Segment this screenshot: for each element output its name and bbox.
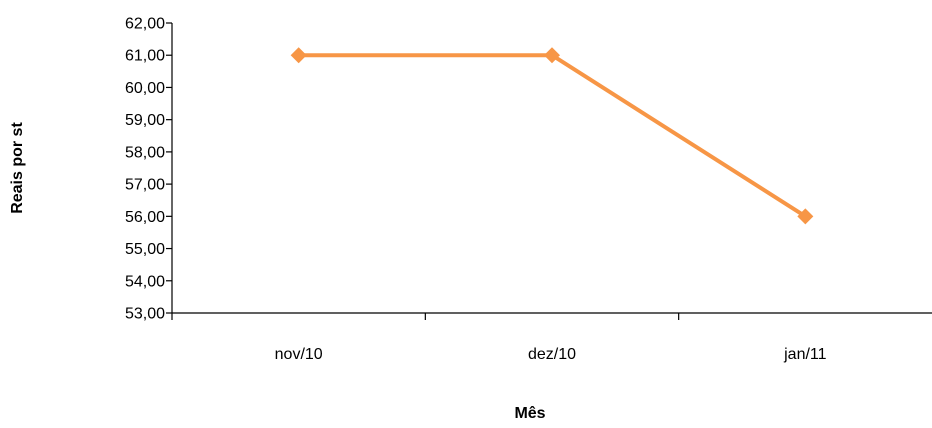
y-tick-label: 56,00: [125, 209, 165, 226]
y-tick-label: 53,00: [125, 306, 165, 323]
y-tick-label: 60,00: [125, 80, 165, 97]
series-line: [296, 53, 808, 219]
y-tick-label: 58,00: [125, 144, 165, 161]
y-tick-label: 54,00: [125, 273, 165, 290]
y-tick-label: 55,00: [125, 241, 165, 258]
data-point-marker: [544, 47, 560, 64]
x-axis-title: Mês: [514, 405, 545, 422]
data-point-marker: [797, 208, 814, 225]
x-axis-ticks: nov/10 dez/10 jan/11: [171, 313, 827, 363]
x-tick-label: nov/10: [275, 346, 323, 363]
x-tick-label: dez/10: [528, 346, 576, 363]
y-axis-title: Reais por st: [9, 122, 26, 214]
y-tick-label: 59,00: [125, 112, 165, 129]
y-tick-label: 62,00: [125, 16, 165, 33]
y-tick-label: 57,00: [125, 177, 165, 194]
data-point-marker: [290, 47, 307, 64]
x-tick-label: jan/11: [783, 346, 827, 363]
y-tick-label: 61,00: [125, 48, 165, 65]
series-layer: [290, 47, 814, 225]
y-axis-ticks: 53,00 54,00 55,00 56,00 57,00 58,00 59,00 60,00…: [125, 16, 172, 323]
